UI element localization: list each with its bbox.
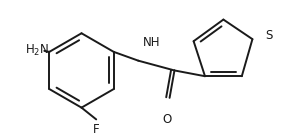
Text: NH: NH bbox=[143, 36, 161, 49]
Text: H$_2$N: H$_2$N bbox=[25, 43, 49, 58]
Text: F: F bbox=[93, 123, 100, 136]
Text: O: O bbox=[162, 113, 171, 126]
Text: S: S bbox=[266, 29, 273, 42]
